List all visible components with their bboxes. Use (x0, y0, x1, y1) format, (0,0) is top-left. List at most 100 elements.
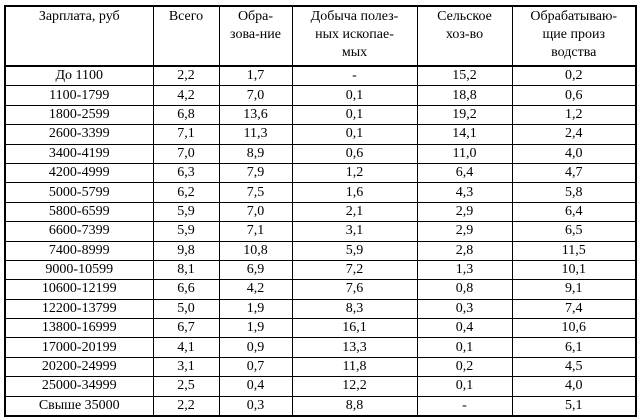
value-cell: 8,8 (291, 395, 418, 417)
value-cell: 0,8 (416, 279, 513, 300)
salary-range-cell: 6600-7399 (4, 221, 154, 242)
value-cell: 14,1 (416, 124, 513, 145)
salary-range-cell: 13800-16999 (4, 318, 154, 339)
value-cell: 4,0 (511, 143, 637, 164)
table-row: 4200-4999 6,3 7,9 1,2 6,4 4,7 (4, 162, 637, 184)
value-cell: 6,4 (511, 201, 637, 223)
header-row: Зарплата, руб Всего Обра- зова-ние Добыча п… (4, 5, 637, 67)
value-cell: 0,4 (416, 318, 513, 339)
value-cell: 0,3 (218, 395, 293, 417)
salary-range-cell: 3400-4199 (4, 143, 154, 164)
value-cell: 0,1 (291, 85, 418, 106)
value-cell: 0,2 (511, 65, 637, 87)
table-row: 20200-24999 3,1 0,7 11,8 0,2 4,5 (4, 356, 637, 378)
table-row: 9000-10599 8,1 6,9 7,2 1,3 10,1 (4, 259, 637, 281)
value-cell: 2,5 (152, 376, 220, 397)
value-cell: 11,3 (218, 124, 293, 145)
value-cell: 5,9 (291, 240, 418, 261)
salary-range-cell: Свыше 35000 (4, 395, 154, 417)
value-cell: 15,2 (416, 65, 513, 87)
column-header: Обрабатываю- щие произ водства (511, 5, 637, 67)
value-cell: 10,6 (511, 318, 637, 339)
salary-range-cell: 7400-8999 (4, 240, 154, 261)
value-cell: 0,2 (416, 356, 513, 378)
value-cell: 1,9 (218, 298, 293, 320)
table-header: Зарплата, руб Всего Обра- зова-ние Добыча п… (4, 5, 637, 67)
salary-range-cell: 12200-13799 (4, 298, 154, 320)
column-header: Всего (152, 5, 220, 67)
value-cell: 1,2 (511, 104, 637, 126)
value-cell: 4,1 (152, 337, 220, 358)
value-cell: - (416, 395, 513, 417)
salary-range-cell: 25000-34999 (4, 376, 154, 397)
table-row: 6600-7399 5,9 7,1 3,1 2,9 6,5 (4, 221, 637, 242)
salary-range-cell: 5800-6599 (4, 201, 154, 223)
value-cell: 6,8 (152, 104, 220, 126)
salary-range-cell: До 1100 (4, 65, 154, 87)
column-header: Зарплата, руб (4, 5, 154, 67)
table-row: 1100-1799 4,2 7,0 0,1 18,8 0,6 (4, 85, 637, 106)
value-cell: 16,1 (291, 318, 418, 339)
value-cell: 4,3 (416, 182, 513, 203)
table-row: 5800-6599 5,9 7,0 2,1 2,9 6,4 (4, 201, 637, 223)
value-cell: 6,3 (152, 162, 220, 184)
value-cell: - (291, 65, 418, 87)
value-cell: 6,7 (152, 318, 220, 339)
column-header: Сельское хоз-во (416, 5, 513, 67)
value-cell: 12,2 (291, 376, 418, 397)
value-cell: 5,8 (511, 182, 637, 203)
value-cell: 2,2 (152, 65, 220, 87)
value-cell: 7,4 (511, 298, 637, 320)
value-cell: 0,3 (416, 298, 513, 320)
table-row: Свыше 35000 2,2 0,3 8,8-5,1 (4, 395, 637, 417)
value-cell: 6,5 (511, 221, 637, 242)
value-cell: 1,7 (218, 65, 293, 87)
table-body: До 1100 2,2 1,7-15,2 0,2 1100-1799 4,2 7,0 0,1 1… (4, 65, 637, 417)
salary-range-cell: 1800-2599 (4, 104, 154, 126)
value-cell: 13,3 (291, 337, 418, 358)
table-row: 3400-4199 7,0 8,9 0,6 11,0 4,0 (4, 143, 637, 164)
value-cell: 8,3 (291, 298, 418, 320)
value-cell: 7,0 (152, 143, 220, 164)
value-cell: 2,1 (291, 201, 418, 223)
value-cell: 5,9 (152, 201, 220, 223)
value-cell: 6,6 (152, 279, 220, 300)
table-row: До 1100 2,2 1,7-15,2 0,2 (4, 65, 637, 87)
value-cell: 4,7 (511, 162, 637, 184)
table-row: 12200-13799 5,0 1,9 8,3 0,3 7,4 (4, 298, 637, 320)
value-cell: 4,2 (218, 279, 293, 300)
value-cell: 0,1 (416, 376, 513, 397)
value-cell: 7,1 (218, 221, 293, 242)
value-cell: 2,9 (416, 201, 513, 223)
value-cell: 0,1 (291, 124, 418, 145)
value-cell: 0,6 (511, 85, 637, 106)
value-cell: 7,0 (218, 85, 293, 106)
value-cell: 0,9 (218, 337, 293, 358)
value-cell: 11,8 (291, 356, 418, 378)
salary-range-cell: 20200-24999 (4, 356, 154, 378)
salary-range-cell: 1100-1799 (4, 85, 154, 106)
value-cell: 10,1 (511, 259, 637, 281)
value-cell: 0,6 (291, 143, 418, 164)
table-row: 17000-20199 4,1 0,9 13,3 0,1 6,1 (4, 337, 637, 358)
column-header: Добыча полез- ных ископае- мых (291, 5, 418, 67)
table-row: 10600-12199 6,6 4,2 7,6 0,8 9,1 (4, 279, 637, 300)
value-cell: 1,2 (291, 162, 418, 184)
value-cell: 2,9 (416, 221, 513, 242)
salary-range-cell: 2600-3399 (4, 124, 154, 145)
value-cell: 3,1 (152, 356, 220, 378)
value-cell: 5,9 (152, 221, 220, 242)
value-cell: 0,7 (218, 356, 293, 378)
value-cell: 8,1 (152, 259, 220, 281)
value-cell: 6,2 (152, 182, 220, 203)
table-row: 25000-34999 2,5 0,4 12,2 0,1 4,0 (4, 376, 637, 397)
value-cell: 10,8 (218, 240, 293, 261)
table-row: 7400-8999 9,8 10,8 5,9 2,8 11,5 (4, 240, 637, 261)
salary-range-cell: 17000-20199 (4, 337, 154, 358)
value-cell: 9,1 (511, 279, 637, 300)
value-cell: 2,8 (416, 240, 513, 261)
value-cell: 4,0 (511, 376, 637, 397)
column-header: Обра- зова-ние (218, 5, 293, 67)
value-cell: 11,0 (416, 143, 513, 164)
value-cell: 0,1 (291, 104, 418, 126)
